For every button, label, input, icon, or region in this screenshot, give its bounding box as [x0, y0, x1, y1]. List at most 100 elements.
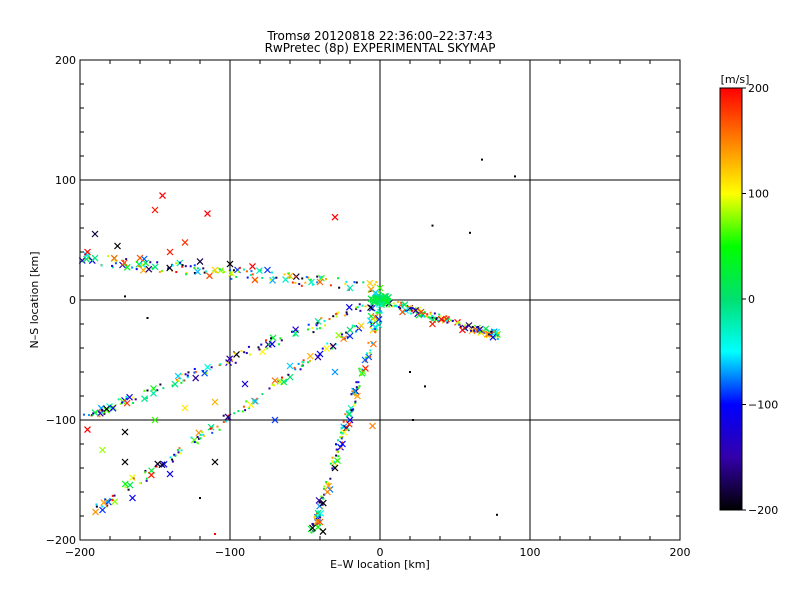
data-point [335, 315, 338, 318]
data-point [307, 276, 310, 279]
data-point [100, 264, 103, 267]
data-point [178, 377, 181, 380]
data-point [378, 311, 381, 314]
data-point [145, 477, 148, 480]
data-point [206, 272, 213, 280]
data-point [185, 273, 188, 276]
data-point [142, 259, 150, 267]
data-point [100, 411, 103, 414]
data-point [291, 330, 294, 333]
data-point [294, 281, 297, 284]
data-point [344, 282, 347, 285]
data-point [176, 449, 179, 452]
data-point [139, 266, 147, 274]
data-point [241, 410, 244, 413]
data-point [429, 320, 436, 328]
data-point [143, 265, 146, 268]
data-point [87, 414, 90, 417]
data-point [386, 302, 389, 305]
data-point [340, 437, 343, 440]
data-point [342, 420, 345, 423]
data-point [177, 451, 180, 454]
data-point [211, 431, 214, 434]
data-point [375, 281, 378, 284]
data-point [171, 458, 174, 461]
data-point [447, 318, 450, 321]
data-point [393, 304, 396, 307]
data-point [358, 367, 361, 370]
data-point [361, 356, 369, 364]
data-point [472, 329, 475, 332]
data-point [308, 359, 311, 362]
data-point [429, 311, 432, 314]
data-point [91, 254, 99, 262]
data-point [140, 263, 143, 266]
data-point [366, 279, 374, 287]
data-point [312, 331, 315, 334]
data-point [450, 319, 453, 322]
data-point [469, 231, 471, 234]
data-point [319, 499, 327, 507]
data-point [259, 269, 262, 272]
data-point [257, 346, 260, 349]
data-point [283, 273, 286, 276]
data-point [320, 495, 323, 498]
data-point [261, 393, 264, 396]
data-point [344, 428, 347, 431]
data-point [355, 281, 358, 284]
data-point [305, 276, 308, 279]
data-point [201, 431, 204, 434]
data-point [139, 262, 142, 265]
data-point [100, 499, 108, 506]
data-point [350, 393, 353, 396]
data-point [335, 448, 338, 451]
data-point [84, 426, 91, 434]
data-point [340, 431, 343, 434]
data-point [380, 311, 383, 314]
data-point [144, 471, 147, 474]
data-point [196, 436, 199, 439]
data-point [184, 373, 187, 376]
data-point [178, 447, 181, 450]
data-point [291, 281, 294, 284]
data-point [377, 308, 380, 311]
data-point [367, 304, 374, 311]
data-point [221, 268, 224, 271]
data-point [311, 522, 314, 525]
colorbar: 200 100 0 −100 −200 [719, 82, 778, 517]
data-point [358, 385, 361, 388]
data-point [135, 261, 138, 264]
data-point [315, 496, 323, 504]
y-tick-label: −100 [46, 414, 76, 427]
data-point [131, 266, 134, 269]
data-point [134, 398, 137, 401]
data-point [171, 384, 174, 387]
data-point [92, 508, 99, 516]
data-point [323, 345, 330, 353]
data-point [301, 277, 304, 280]
data-point [121, 458, 129, 466]
data-point [247, 407, 250, 410]
data-point [311, 326, 314, 329]
data-point [230, 359, 233, 362]
data-point [332, 315, 335, 318]
data-point [316, 515, 319, 518]
data-point [325, 277, 328, 280]
data-point [429, 317, 432, 320]
data-point [129, 494, 136, 502]
data-point [329, 462, 332, 465]
colorbar-tick-label: −200 [748, 504, 778, 517]
data-point [335, 331, 343, 339]
data-point [251, 276, 259, 284]
data-point [280, 378, 288, 386]
data-point [123, 399, 131, 407]
data-point [346, 336, 349, 339]
data-point [175, 378, 178, 381]
data-point [336, 439, 339, 442]
data-point [316, 281, 319, 284]
data-point [451, 319, 454, 322]
data-point [319, 528, 327, 536]
data-point [111, 494, 114, 497]
data-point [184, 265, 187, 268]
data-point [243, 351, 246, 354]
